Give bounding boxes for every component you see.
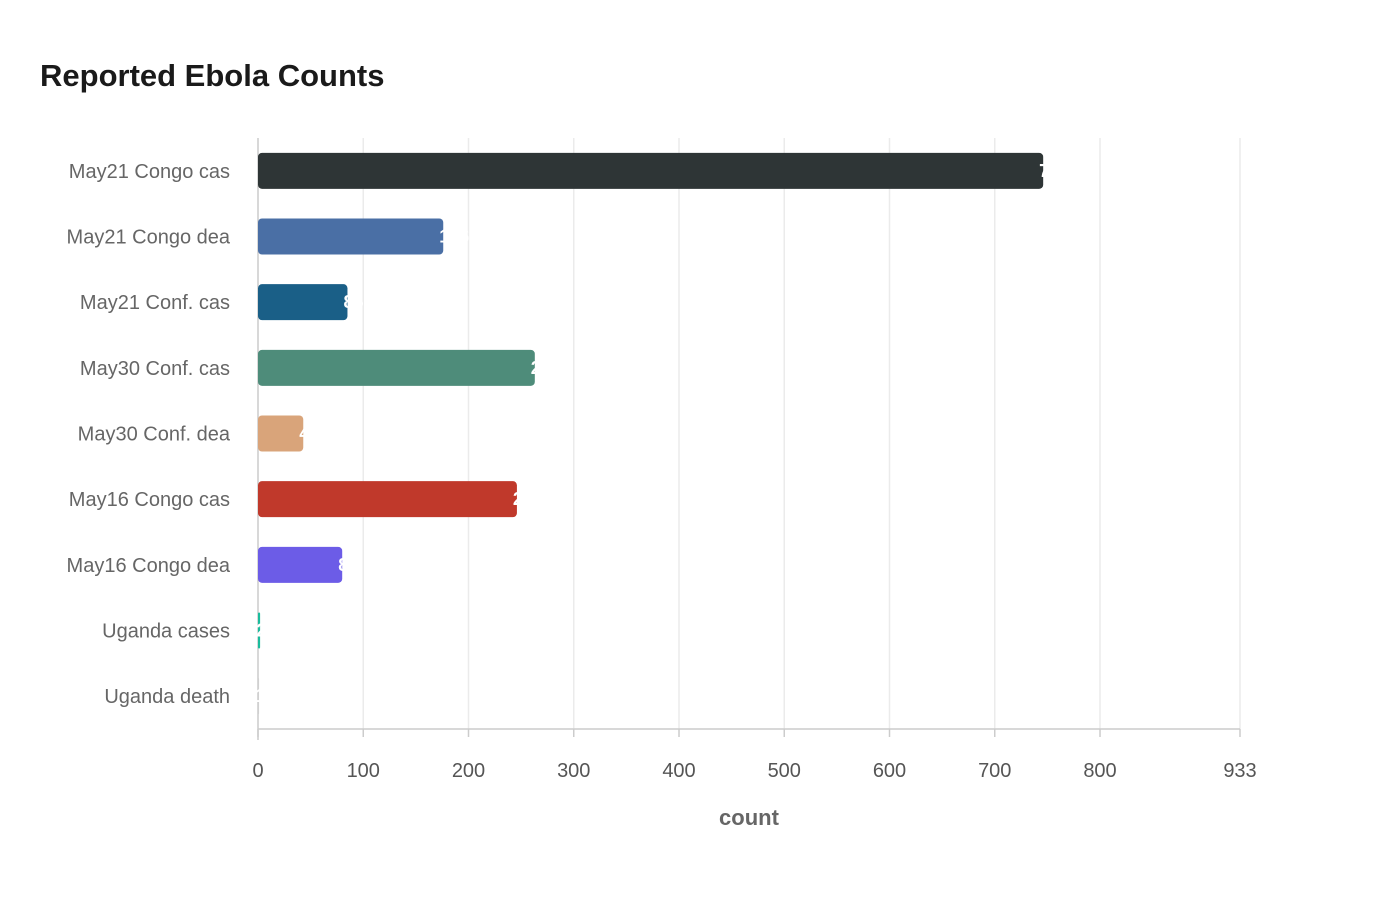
category-label: May16 Congo cas (69, 489, 230, 511)
bar (258, 678, 260, 715)
chart-title: Reported Ebola Counts (40, 58, 385, 93)
bar (258, 284, 348, 321)
bar (258, 415, 304, 452)
x-tick-labels: 0 100 200 300 400 500 600 700 800 933 (252, 729, 1257, 782)
category-label: May21 Congo cas (69, 161, 230, 183)
bar (258, 481, 517, 518)
category-label: May30 Conf. cas (80, 358, 230, 380)
x-tick-label: 300 (557, 760, 590, 782)
bar-value-label: 263 (531, 358, 561, 378)
category-labels: May21 Congo cas May21 Congo dea May21 Conf… (67, 161, 231, 708)
x-tick-label: 100 (347, 760, 380, 782)
x-tick-label: 500 (768, 760, 801, 782)
category-label: Uganda death (104, 686, 230, 708)
x-tick-label: 800 (1083, 760, 1116, 782)
bar (258, 612, 261, 649)
x-tick-label: 600 (873, 760, 906, 782)
grid-lines (362, 138, 1241, 729)
bars: 746 176 85 263 43 246 80 2 1 (255, 152, 1069, 715)
category-label: May30 Conf. dea (78, 424, 231, 446)
bar-value-label: 85 (343, 292, 363, 312)
category-label: May21 Conf. cas (80, 292, 230, 314)
x-tick-label: 400 (662, 760, 695, 782)
bar-value-label: 176 (439, 227, 469, 247)
bar (258, 218, 444, 255)
bar-value-label: 43 (299, 424, 319, 444)
x-tick-label: 0 (252, 760, 263, 782)
bar-value-label: 2 (256, 621, 266, 641)
bar-value-label: 80 (338, 555, 358, 575)
bar-value-label: 246 (513, 489, 543, 509)
bar-value-label: 746 (1039, 161, 1069, 181)
bar (258, 546, 343, 583)
x-tick-label: 200 (452, 760, 485, 782)
bar-value-label: 1 (255, 686, 265, 706)
category-label: May16 Congo dea (67, 555, 231, 577)
category-label: May21 Congo dea (67, 227, 231, 249)
x-axis-title: count (719, 805, 780, 830)
x-tick-label: 700 (978, 760, 1011, 782)
x-tick-label: 933 (1223, 760, 1256, 782)
bar (258, 349, 535, 386)
bar (258, 152, 1044, 189)
category-label: Uganda cases (102, 621, 230, 643)
